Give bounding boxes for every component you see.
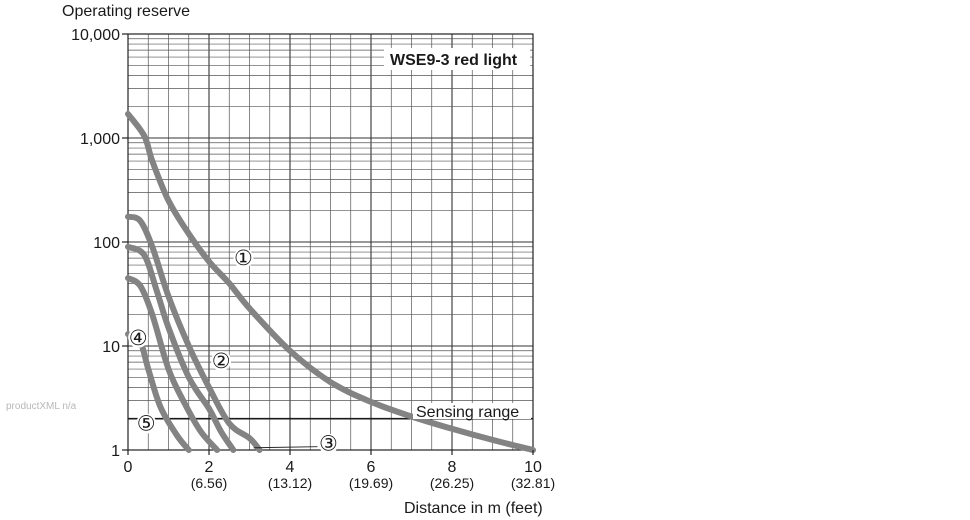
y-axis-label: Operating reserve <box>62 3 190 20</box>
grid-lines <box>128 34 533 450</box>
x-axis-ticks: 0 2(6.56) 4(13.12) 6(19.69) 8(26.25) 10(32.81… <box>124 450 555 491</box>
sensing-range-label: Sensing range <box>416 404 519 421</box>
series-line-2 <box>125 213 263 453</box>
x-tick-label: 2 <box>205 459 214 476</box>
x-tick-label: 6 <box>367 459 376 476</box>
sensing-range-label-background <box>413 403 531 419</box>
series-line-3 <box>125 243 237 453</box>
y-tick-label: 10,000 <box>71 27 120 44</box>
chart-title-background <box>384 48 530 70</box>
x-tick-label: 0 <box>124 459 133 476</box>
series-marker-bg-4 <box>128 327 149 348</box>
y-tick-label: 10 <box>102 339 120 356</box>
series-marker-5: ⑤ <box>137 411 156 435</box>
x-tick-label: 8 <box>448 459 457 476</box>
x-tick-label: 10 <box>524 459 542 476</box>
series-marker-1: ① <box>234 246 253 270</box>
chart-title: WSE9-3 red light <box>390 52 518 69</box>
x-tick-sublabel: (26.25) <box>430 475 474 491</box>
series-marker-3: ③ <box>319 432 338 456</box>
series-marker-4: ④ <box>129 326 148 350</box>
series-marker-leader-3 <box>253 446 318 449</box>
series-marker-bg-1 <box>233 248 254 269</box>
y-tick-label: 100 <box>93 235 120 252</box>
series-curves <box>125 111 536 453</box>
series-marker-bg-2 <box>211 350 232 371</box>
x-axis-label: Distance in m (feet) <box>404 500 543 517</box>
x-tick-sublabel: (19.69) <box>349 475 393 491</box>
series-marker-bg-3 <box>318 433 339 454</box>
x-tick-sublabel: (32.81) <box>511 475 555 491</box>
x-tick-sublabel: (6.56) <box>191 475 228 491</box>
x-tick-sublabel: (13.12) <box>268 475 312 491</box>
x-tick-label: 4 <box>286 459 295 476</box>
series-marker-2: ② <box>212 349 231 373</box>
series-line-4 <box>125 275 221 453</box>
watermark-text: productXML n/a <box>6 401 77 412</box>
y-axis-ticks: 1 10 100 1,000 10,000 <box>71 27 128 460</box>
y-tick-label: 1,000 <box>80 131 120 148</box>
y-tick-label: 1 <box>111 443 120 460</box>
series-markers: ① ② ③ ④ ⑤ <box>128 246 339 456</box>
series-line-1 <box>125 111 536 453</box>
series-marker-bg-5 <box>136 413 157 434</box>
